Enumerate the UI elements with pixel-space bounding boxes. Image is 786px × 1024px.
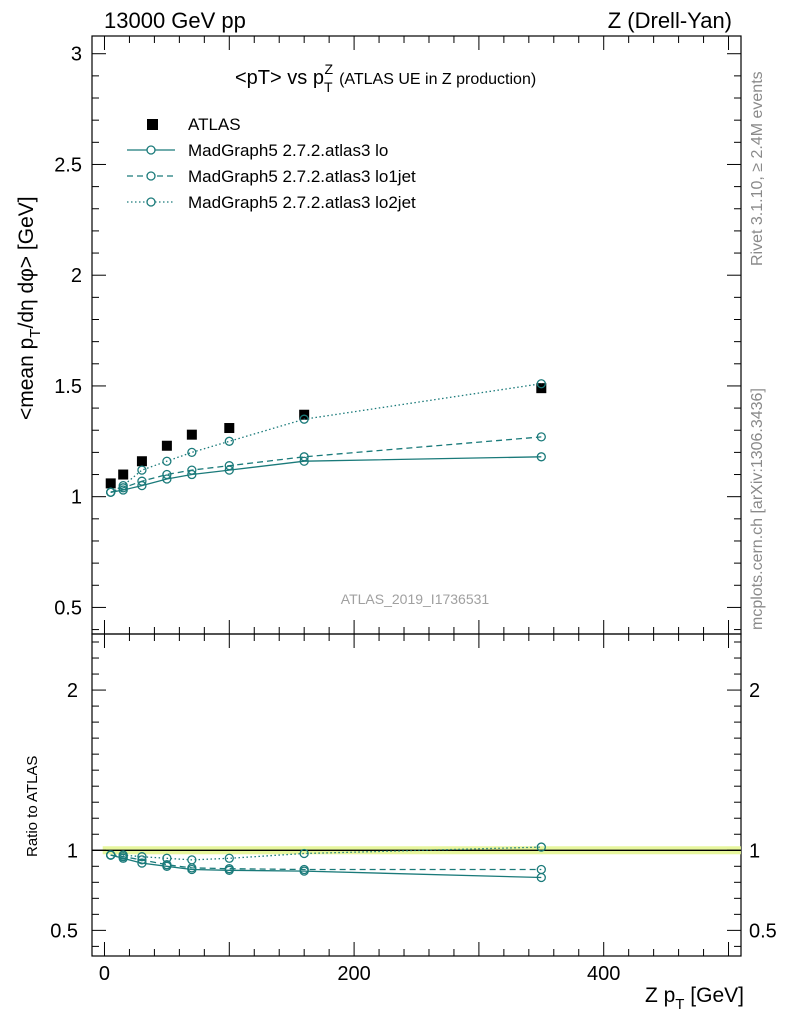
mc-marker-dashed	[536, 432, 546, 442]
mc-marker-dotted	[118, 480, 128, 491]
legend-label: ATLAS	[188, 115, 241, 134]
mc-marker-solid	[299, 456, 309, 466]
ratio-marker-dashed	[299, 864, 309, 875]
legend: ATLAS MadGraph5 2.7.2.atlas3 lo MadGraph5 …	[127, 115, 416, 212]
atlas-data-point	[118, 469, 129, 480]
y-tick-label-ratio-left: 0.5	[50, 920, 78, 942]
ratio-marker-dotted	[137, 852, 147, 862]
mc-marker-dotted	[187, 447, 197, 458]
mcplots-label: mcplots.cern.ch [arXiv:1306.3436]	[749, 388, 766, 630]
svg-text:Z pT [GeV]: Z pT [GeV]	[645, 984, 744, 1013]
chart-title: <pT> vs pTZ(ATLAS UE in Z production)	[235, 61, 536, 95]
ratio-line-dotted	[110, 846, 542, 861]
mc-marker-dotted	[224, 436, 234, 446]
mc-marker-dashed	[299, 452, 309, 462]
mc-marker-dotted	[162, 456, 172, 466]
svg-text:<pT> vs pTZ(ATLAS UE in Z prod: <pT> vs pTZ(ATLAS UE in Z production)	[235, 61, 536, 95]
main-y-axis-label: <mean pT/dη dφ> [GeV]	[15, 196, 44, 420]
legend-marker	[146, 145, 156, 155]
ratio-marker-dotted	[536, 842, 546, 852]
atlas-data-point	[136, 456, 147, 467]
axis-ticks: 0 200 400 0.5 1 1.5 2 2.5 3 0.5 0.5 1 1 2 2	[50, 36, 777, 985]
legend-marker	[146, 197, 156, 207]
legend-marker	[146, 171, 156, 181]
ratio-panel-frame	[91, 633, 742, 957]
x-tick-label: 400	[587, 963, 620, 985]
mc-marker-solid	[536, 452, 546, 462]
mc-line-dotted	[110, 383, 542, 493]
svg-text:<mean pT/dη dφ> [GeV]: <mean pT/dη dφ> [GeV]	[15, 196, 44, 420]
mc-marker-solid	[162, 474, 172, 484]
ratio-marker-dotted	[106, 850, 116, 860]
ratio-marker-dotted	[224, 853, 234, 863]
ratio-marker-dashed	[137, 855, 147, 865]
header-right: Z (Drell-Yan)	[608, 8, 732, 33]
mc-marker-dashed	[137, 476, 147, 486]
y-tick-label-main: 1	[71, 487, 82, 509]
atlas-data-point	[186, 429, 197, 440]
y-tick-label-ratio-right: 0.5	[749, 920, 777, 942]
y-tick-label-main: 1.5	[54, 376, 82, 398]
ratio-marker-dotted	[299, 848, 309, 859]
atlas-data-point	[224, 423, 235, 434]
legend-label: MadGraph5 2.7.2.atlas3 lo	[188, 141, 388, 160]
mc-marker-dotted	[299, 414, 309, 424]
mc-line-dashed	[110, 436, 542, 493]
ratio-y-axis-label: Ratio to ATLAS	[24, 756, 41, 857]
x-axis-label: Z pT [GeV]	[645, 984, 744, 1013]
x-tick-label: 200	[337, 963, 370, 985]
ratio-marker-dashed	[162, 860, 172, 870]
ratio-marker-dashed	[224, 864, 234, 874]
mc-marker-dotted	[106, 487, 116, 497]
mc-marker-dashed	[162, 469, 172, 480]
mc-line-solid	[110, 456, 542, 493]
y-tick-label-main: 2	[71, 265, 82, 287]
mc-marker-dotted	[536, 379, 546, 389]
atlas-data-point	[105, 478, 116, 489]
y-tick-label-ratio-left: 2	[67, 680, 78, 702]
ratio-series-layer	[106, 842, 546, 883]
mc-marker-dashed	[224, 461, 234, 471]
ratio-marker-dotted	[162, 853, 172, 863]
y-tick-label-main: 0.5	[54, 597, 82, 619]
x-tick-label: 0	[99, 963, 110, 985]
rivet-label: Rivet 3.1.10, ≥ 2.4M events	[749, 71, 766, 266]
y-tick-label-main: 3	[71, 44, 82, 66]
legend-marker-atlas	[147, 119, 158, 130]
ratio-marker-dotted	[187, 855, 197, 865]
legend-label: MadGraph5 2.7.2.atlas3 lo2jet	[188, 193, 416, 212]
y-tick-label-main: 2.5	[54, 154, 82, 176]
header-left: 13000 GeV pp	[104, 8, 246, 33]
ratio-marker-dashed	[536, 864, 546, 875]
ratio-marker-dotted	[118, 850, 128, 860]
mc-marker-dashed	[187, 465, 197, 475]
atlas-data-point	[161, 440, 172, 451]
y-tick-label-ratio-right: 1	[749, 840, 760, 862]
mc-marker-dotted	[137, 465, 147, 475]
ratio-marker-solid	[137, 858, 147, 868]
legend-label: MadGraph5 2.7.2.atlas3 lo1jet	[188, 167, 416, 186]
main-series-layer	[105, 379, 547, 497]
y-tick-label-ratio-right: 2	[749, 680, 760, 702]
y-tick-label-ratio-left: 1	[67, 840, 78, 862]
analysis-watermark: ATLAS_2019_I1736531	[341, 591, 490, 607]
